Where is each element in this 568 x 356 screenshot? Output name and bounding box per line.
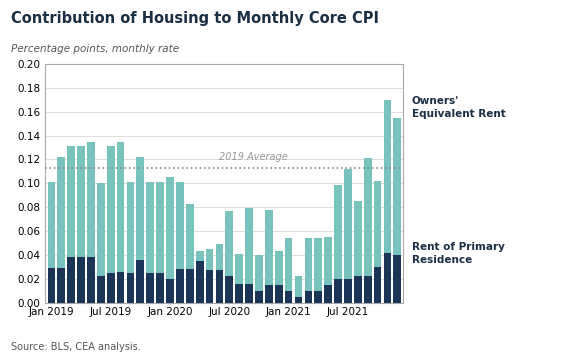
Bar xyxy=(156,273,164,303)
Bar xyxy=(216,271,223,303)
Bar xyxy=(186,204,194,269)
Bar xyxy=(136,260,144,303)
Bar xyxy=(235,254,243,283)
Bar xyxy=(354,276,362,303)
Bar xyxy=(275,251,283,285)
Bar xyxy=(364,276,371,303)
Bar xyxy=(255,290,263,303)
Bar xyxy=(334,279,342,303)
Bar xyxy=(235,283,243,303)
Bar xyxy=(394,118,401,255)
Bar xyxy=(166,177,174,279)
Bar xyxy=(48,182,55,268)
Text: Contribution of Housing to Monthly Core CPI: Contribution of Housing to Monthly Core … xyxy=(11,11,379,26)
Bar xyxy=(344,279,352,303)
Bar xyxy=(334,184,342,279)
Bar xyxy=(225,211,233,276)
Bar xyxy=(116,272,124,303)
Bar xyxy=(265,285,273,303)
Bar xyxy=(315,290,322,303)
Bar xyxy=(344,169,352,279)
Bar xyxy=(57,157,65,268)
Bar xyxy=(265,210,273,285)
Text: Percentage points, monthly rate: Percentage points, monthly rate xyxy=(11,44,179,54)
Bar xyxy=(304,238,312,290)
Bar xyxy=(374,181,382,267)
Bar xyxy=(364,158,371,276)
Bar xyxy=(97,276,105,303)
Bar xyxy=(206,249,214,271)
Bar xyxy=(87,257,95,303)
Bar xyxy=(374,267,382,303)
Text: Owners'
Equivalent Rent: Owners' Equivalent Rent xyxy=(412,96,506,119)
Bar xyxy=(285,238,293,290)
Bar xyxy=(255,255,263,290)
Bar xyxy=(206,271,214,303)
Bar xyxy=(196,261,203,303)
Bar xyxy=(107,273,115,303)
Bar xyxy=(304,290,312,303)
Bar xyxy=(295,297,302,303)
Bar xyxy=(176,269,183,303)
Bar xyxy=(116,142,124,272)
Bar xyxy=(216,244,223,271)
Bar xyxy=(285,290,293,303)
Bar xyxy=(324,237,332,285)
Bar xyxy=(147,273,154,303)
Bar xyxy=(324,285,332,303)
Text: Source: BLS, CEA analysis.: Source: BLS, CEA analysis. xyxy=(11,342,141,352)
Bar xyxy=(48,268,55,303)
Bar xyxy=(275,285,283,303)
Text: 2019 Average: 2019 Average xyxy=(219,152,288,162)
Bar xyxy=(394,255,401,303)
Bar xyxy=(383,100,391,252)
Bar xyxy=(383,252,391,303)
Bar xyxy=(186,269,194,303)
Bar xyxy=(315,238,322,290)
Bar xyxy=(176,182,183,269)
Bar xyxy=(127,273,134,303)
Bar xyxy=(196,251,203,261)
Bar xyxy=(57,268,65,303)
Bar xyxy=(67,257,75,303)
Bar xyxy=(354,201,362,276)
Text: Rent of Primary
Residence: Rent of Primary Residence xyxy=(412,242,505,265)
Bar xyxy=(97,183,105,276)
Bar xyxy=(67,146,75,257)
Bar xyxy=(225,276,233,303)
Bar xyxy=(166,279,174,303)
Bar xyxy=(156,182,164,273)
Bar xyxy=(77,257,85,303)
Bar xyxy=(127,182,134,273)
Bar xyxy=(245,283,253,303)
Bar xyxy=(87,142,95,257)
Bar xyxy=(107,146,115,273)
Bar xyxy=(295,276,302,297)
Bar xyxy=(136,157,144,260)
Bar xyxy=(147,182,154,273)
Bar xyxy=(77,146,85,257)
Bar xyxy=(245,208,253,283)
